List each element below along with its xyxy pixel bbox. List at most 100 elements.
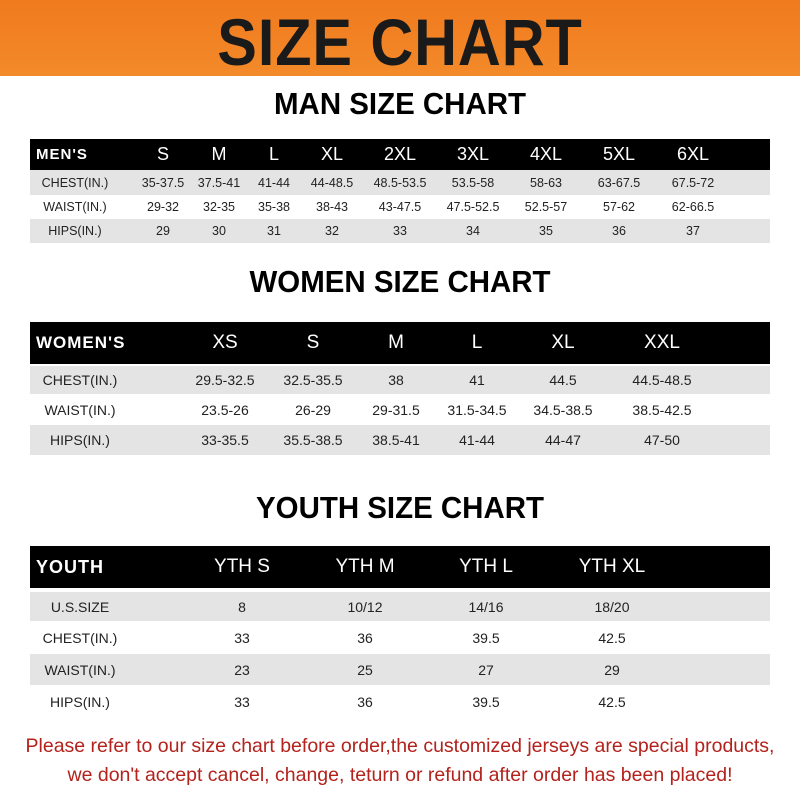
size-value-cell: 33 <box>393 224 407 238</box>
women-header-row: WOMEN'S XS S M L XL XXL <box>30 322 770 364</box>
measurement-label: WAIST(IN.) <box>44 661 116 678</box>
size-header-cell: S <box>156 144 169 164</box>
size-value-cell: 35-38 <box>258 200 290 214</box>
size-header-cell: 2XL <box>383 144 417 164</box>
size-value-cell: 29-32 <box>147 200 179 214</box>
banner-title: SIZE CHART <box>217 5 583 79</box>
size-value-cell: 29 <box>156 224 170 238</box>
size-value-cell: 57-62 <box>603 200 635 214</box>
size-value-cell: 23.5-26 <box>201 401 249 418</box>
size-header-cell: 4XL <box>529 144 563 164</box>
size-value-cell: 31 <box>267 224 281 238</box>
men-header-row: MEN'S S M L XL 2XL 3XL 4XL 5XL 6XL <box>30 139 770 170</box>
measurement-label: WAIST(IN.) <box>44 401 116 418</box>
size-value-cell: 67.5-72 <box>671 175 715 190</box>
size-header-cell: YTH XL <box>578 556 646 577</box>
size-header-cell: XL <box>551 332 575 353</box>
size-value-cell: 29-31.5 <box>372 401 420 418</box>
size-header-cell: XXL <box>644 332 680 353</box>
size-header-cell: 6XL <box>676 144 710 164</box>
size-value-cell: 37.5-41 <box>197 175 241 190</box>
size-value-cell: 47-50 <box>644 432 680 448</box>
footer-notice-line-1: Please refer to our size chart before or… <box>25 735 775 757</box>
size-value-cell: 30 <box>212 224 226 238</box>
table-title-cell: MEN'S <box>36 146 88 163</box>
size-header-cell: L <box>268 144 279 164</box>
size-value-cell: 41-44 <box>258 175 290 190</box>
size-value-cell: 43-47.5 <box>378 200 422 214</box>
size-value-cell: 32 <box>325 224 339 238</box>
size-value-cell: 29.5-32.5 <box>195 372 255 388</box>
size-value-cell: 37 <box>686 224 700 238</box>
size-header-cell: M <box>388 332 404 353</box>
women-section-title: WOMEN SIZE CHART <box>249 264 551 299</box>
measurement-label: HIPS(IN.) <box>50 432 110 448</box>
size-value-cell: 39.5 <box>472 629 500 646</box>
measurement-label: WAIST(IN.) <box>43 200 107 214</box>
measurement-label: HIPS(IN.) <box>48 224 102 238</box>
size-value-cell: 41 <box>469 372 485 388</box>
size-value-cell: 44.5 <box>549 372 577 388</box>
size-value-cell: 48.5-53.5 <box>373 175 427 190</box>
size-value-cell: 34 <box>466 224 480 238</box>
table-row: CHEST(IN.) 29.5-32.5 32.5-35.5 38 41 44.5 44.5… <box>30 366 770 394</box>
size-value-cell: 62-66.5 <box>671 200 715 214</box>
size-value-cell: 25 <box>357 661 373 678</box>
table-row: CHEST(IN.) 33 36 39.5 42.5 <box>30 622 770 653</box>
size-header-cell: XS <box>212 332 238 353</box>
measurement-label: HIPS(IN.) <box>50 693 110 710</box>
size-value-cell: 58-63 <box>530 175 562 190</box>
size-header-cell: YTH L <box>459 556 513 577</box>
size-value-cell: 63-67.5 <box>597 175 641 190</box>
size-value-cell: 47.5-52.5 <box>446 200 500 214</box>
measurement-label: CHEST(IN.) <box>42 629 118 646</box>
size-value-cell: 39.5 <box>472 693 500 710</box>
header-banner: SIZE CHART <box>0 0 800 79</box>
size-value-cell: 33-35.5 <box>201 432 249 448</box>
footer-notice-line-2: we don't accept cancel, change, teturn o… <box>67 764 733 786</box>
size-value-cell: 41-44 <box>459 432 495 448</box>
table-title-cell: WOMEN'S <box>36 333 126 352</box>
size-value-cell: 23 <box>234 661 250 678</box>
size-value-cell: 53.5-58 <box>451 175 495 190</box>
size-header-cell: S <box>306 332 320 353</box>
size-header-cell: L <box>471 332 483 353</box>
men-section-title: MAN SIZE CHART <box>274 86 526 121</box>
size-value-cell: 38 <box>388 372 404 388</box>
table-row: WAIST(IN.) 23.5-26 26-29 29-31.5 31.5-34.5 34… <box>30 395 770 424</box>
measurement-label: U.S.SIZE <box>50 598 110 615</box>
size-header-cell: 5XL <box>602 144 636 164</box>
size-value-cell: 44-47 <box>545 432 581 448</box>
size-value-cell: 35.5-38.5 <box>283 432 343 448</box>
size-value-cell: 10/12 <box>347 598 383 615</box>
size-value-cell: 44.5-48.5 <box>632 372 692 388</box>
size-value-cell: 35 <box>539 224 553 238</box>
size-value-cell: 8 <box>238 598 246 615</box>
size-header-cell: YTH M <box>335 556 395 577</box>
youth-header-row: YOUTH YTH S YTH M YTH L YTH XL <box>30 546 770 588</box>
table-row: WAIST(IN.) 29-32 32-35 35-38 38-43 43-47.5 47.… <box>30 195 770 219</box>
size-header-cell: M <box>211 144 227 164</box>
size-header-cell: 3XL <box>456 144 490 164</box>
size-value-cell: 35-37.5 <box>141 175 185 190</box>
youth-section-title: YOUTH SIZE CHART <box>256 490 544 525</box>
size-value-cell: 31.5-34.5 <box>447 401 507 418</box>
size-value-cell: 26-29 <box>295 401 331 418</box>
table-row: HIPS(IN.) 33-35.5 35.5-38.5 38.5-41 41-44 44-… <box>30 425 770 455</box>
table-row: U.S.SIZE 8 10/12 14/16 18/20 <box>30 592 770 621</box>
table-title-cell: YOUTH <box>36 556 104 577</box>
size-value-cell: 18/20 <box>594 598 630 615</box>
size-value-cell: 14/16 <box>468 598 504 615</box>
size-header-cell: XL <box>320 144 344 164</box>
size-value-cell: 36 <box>357 693 373 710</box>
size-value-cell: 27 <box>478 661 494 678</box>
size-value-cell: 38-43 <box>316 200 348 214</box>
table-row: HIPS(IN.) 29 30 31 32 33 34 35 36 37 <box>30 219 770 243</box>
size-value-cell: 36 <box>612 224 626 238</box>
table-row: CHEST(IN.) 35-37.5 37.5-41 41-44 44-48.5 48.5… <box>30 170 770 195</box>
measurement-label: CHEST(IN.) <box>41 175 109 190</box>
size-value-cell: 36 <box>357 629 373 646</box>
size-value-cell: 33 <box>234 629 250 646</box>
size-value-cell: 33 <box>234 693 250 710</box>
measurement-label: CHEST(IN.) <box>42 372 118 388</box>
